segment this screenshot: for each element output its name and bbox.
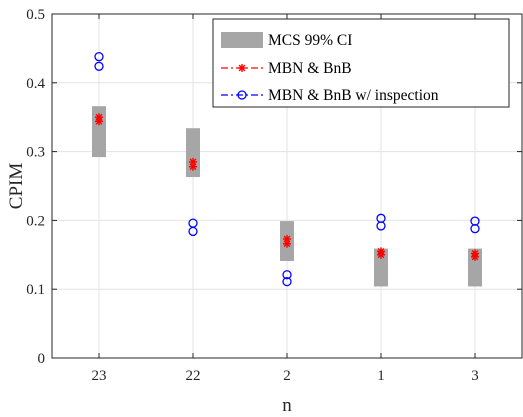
legend-label-mbn-bnb: MBN & BnB	[268, 60, 352, 77]
mbn-bnb-point	[377, 247, 385, 256]
tick-labels: 00.10.20.30.40.523 22 2 1 3	[26, 7, 479, 384]
axis-ticks	[52, 13, 522, 359]
y-tick-label: 0.3	[26, 145, 45, 161]
mbn-bnb-inspection-point	[94, 61, 104, 71]
y-tick-label: 0.4	[26, 76, 45, 92]
legend-swatch-mbn-bnb-inspection	[221, 90, 263, 100]
legend-swatch-mbn-bnb	[221, 64, 263, 72]
x-axis-label: n	[282, 395, 292, 416]
mbn-bnb-inspection-point	[282, 270, 292, 280]
legend-marker-red	[238, 64, 246, 72]
markers	[94, 52, 480, 287]
x-tick-label: 2	[283, 368, 291, 384]
mbn-bnb-inspection-point	[94, 52, 104, 62]
mbn-bnb-point	[471, 249, 479, 258]
ci-bar	[468, 248, 482, 287]
x-tick-label: 1	[377, 368, 385, 384]
legend-swatch-ci	[221, 32, 263, 48]
x-tick-label: 23	[92, 368, 107, 384]
x-tick-label: 22	[186, 368, 201, 384]
ci-bar	[92, 106, 106, 158]
y-tick-label: 0.2	[26, 213, 45, 229]
legend-label-ci: MCS 99% CI	[268, 32, 352, 49]
mbn-bnb-inspection-point	[470, 216, 480, 226]
mbn-bnb-inspection-point	[282, 276, 292, 287]
legend: MCS 99% CI MBN & BnB MBN & BnB w/ inspec…	[212, 18, 510, 108]
x-tick-label: 3	[471, 368, 479, 384]
y-tick-label: 0.1	[26, 282, 45, 298]
ci-bar	[374, 248, 388, 287]
mbn-bnb-inspection-point	[376, 213, 386, 223]
y-axis-label: CPIM	[6, 163, 27, 210]
mbn-bnb-point	[189, 157, 197, 166]
mbn-bnb-inspection-point	[188, 218, 198, 228]
y-tick-label: 0.5	[26, 7, 45, 23]
mbn-bnb-point	[283, 234, 291, 243]
ci-bar	[186, 128, 200, 178]
mbn-bnb-point	[95, 113, 103, 122]
legend-label-mbn-bnb-inspection: MBN & BnB w/ inspection	[268, 87, 439, 104]
legend-marker-blue	[237, 90, 247, 100]
y-tick-label: 0	[38, 351, 46, 367]
ci-bars	[92, 106, 482, 287]
